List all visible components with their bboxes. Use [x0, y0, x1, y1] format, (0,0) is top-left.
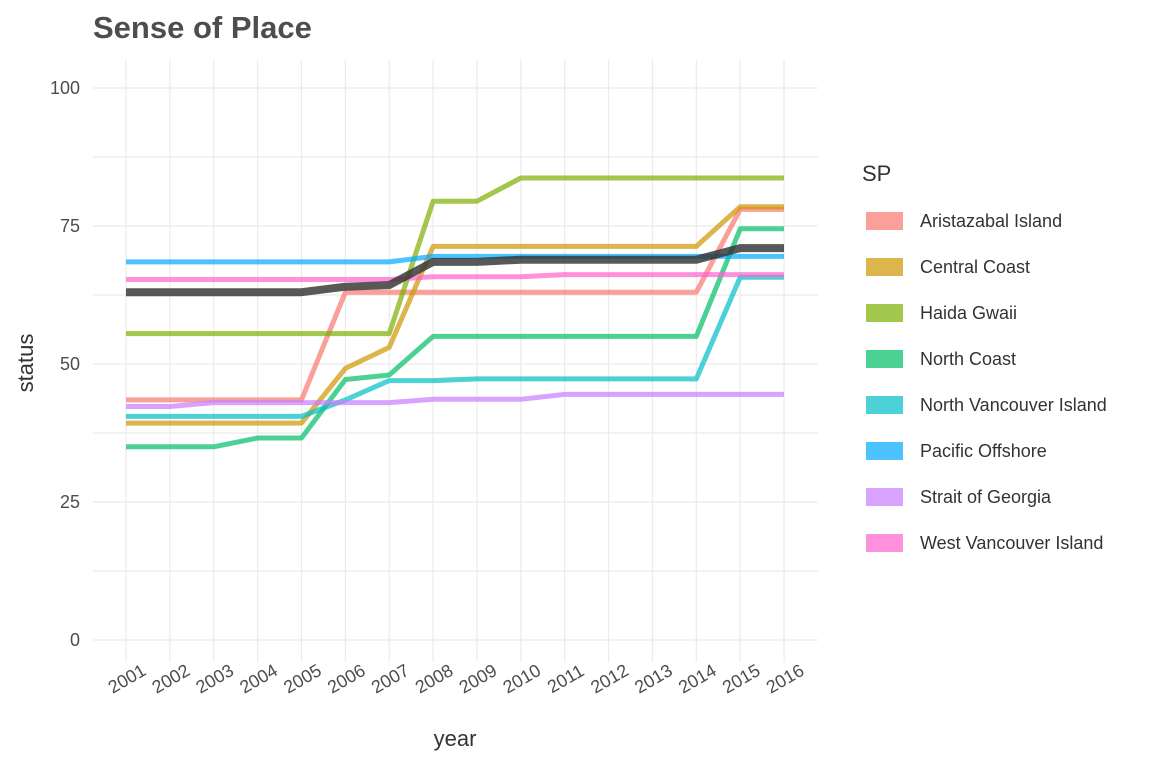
- legend-swatch: [866, 442, 903, 460]
- x-tick-label: 2001: [105, 660, 150, 697]
- x-tick-label: 2005: [280, 660, 325, 697]
- legend-swatch: [866, 350, 903, 368]
- x-tick-label: 2008: [412, 660, 457, 697]
- legend-label: Aristazabal Island: [920, 211, 1062, 231]
- series-lines: [126, 175, 784, 450]
- x-tick-label: 2002: [149, 660, 194, 697]
- legend-label: Central Coast: [920, 257, 1030, 277]
- chart-title: Sense of Place: [93, 10, 312, 45]
- x-tick-label: 2015: [719, 660, 764, 697]
- legend-label: Haida Gwaii: [920, 303, 1017, 323]
- legend-label: Strait of Georgia: [920, 487, 1052, 507]
- legend: SP Aristazabal Island Central Coast Haida …: [862, 161, 1107, 553]
- legend-swatch: [866, 396, 903, 414]
- x-tick-label: 2014: [675, 660, 720, 697]
- x-tick-label: 2006: [324, 660, 369, 697]
- y-tick-label: 0: [70, 630, 80, 650]
- series-line-central-coast: [126, 204, 784, 426]
- series-line-west-vancouver-island: [126, 272, 784, 282]
- y-axis-title: status: [13, 334, 38, 393]
- x-tick-label: 2016: [763, 660, 808, 697]
- x-axis-title: year: [434, 726, 477, 751]
- legend-label: North Vancouver Island: [920, 395, 1107, 415]
- y-tick-label: 25: [60, 492, 80, 512]
- x-tick-label: 2009: [456, 660, 501, 697]
- x-tick-label: 2003: [192, 660, 237, 697]
- y-tick-label: 50: [60, 354, 80, 374]
- x-axis-ticks: 2001 2002 2003 2004 2005 2006 2007 2008 2009 2010…: [105, 660, 808, 697]
- series-line-north-coast: [126, 226, 784, 450]
- x-tick-label: 2013: [631, 660, 676, 697]
- legend-label: North Coast: [920, 349, 1016, 369]
- y-tick-label: 75: [60, 216, 80, 236]
- legend-swatch: [866, 212, 903, 230]
- series-line-overall: [126, 244, 784, 297]
- x-tick-label: 2004: [236, 660, 281, 697]
- x-tick-label: 2010: [499, 660, 544, 697]
- y-tick-label: 100: [50, 78, 80, 98]
- legend-label: Pacific Offshore: [920, 441, 1047, 461]
- y-axis-ticks: 0 25 50 75 100: [50, 78, 80, 650]
- plot-grid: [93, 60, 818, 662]
- series-line-north-vancouver-island: [126, 274, 784, 419]
- series-line-strait-of-georgia: [126, 391, 784, 409]
- legend-swatch: [866, 488, 903, 506]
- x-tick-label: 2012: [587, 660, 632, 697]
- legend-swatch: [866, 304, 903, 322]
- series-line-aristazabal-island: [126, 206, 784, 403]
- legend-title: SP: [862, 161, 891, 186]
- legend-label: West Vancouver Island: [920, 533, 1103, 553]
- legend-swatch: [866, 258, 903, 276]
- x-tick-label: 2011: [544, 660, 588, 697]
- legend-swatch: [866, 534, 903, 552]
- series-line-haida-gwaii: [126, 175, 784, 337]
- x-tick-label: 2007: [368, 660, 413, 697]
